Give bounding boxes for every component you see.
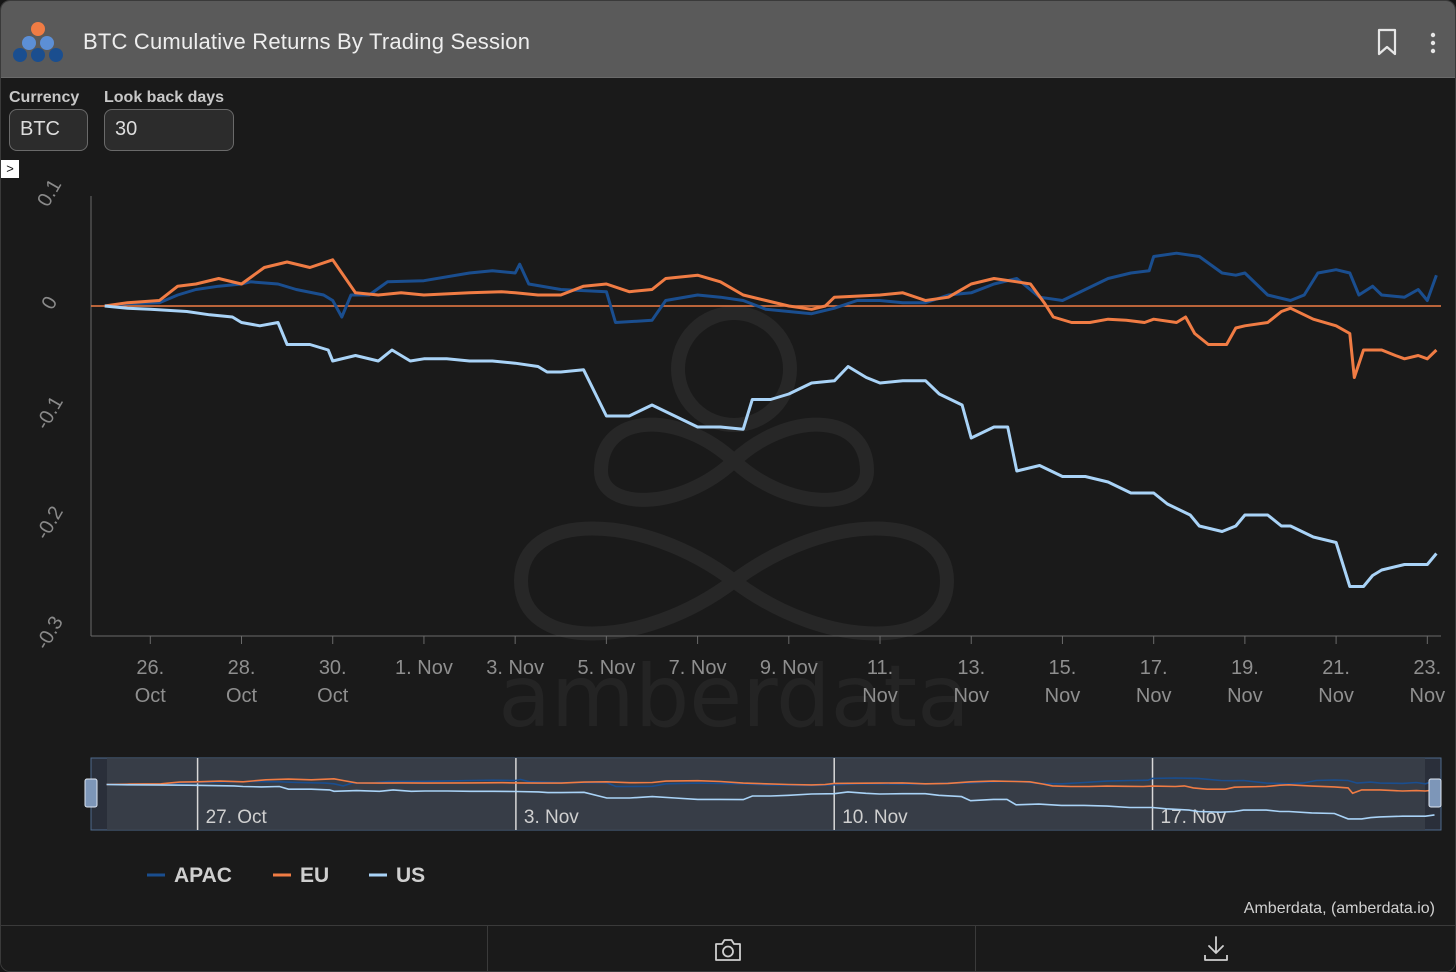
chart-title: BTC Cumulative Returns By Trading Sessio… [83, 29, 531, 54]
expand-panel-button[interactable]: > [1, 160, 19, 178]
legend: APAC EU US [147, 864, 425, 887]
navigator[interactable]: 27. Oct 3. Nov 10. Nov 17. Nov [84, 757, 1442, 831]
camera-icon[interactable] [713, 936, 743, 964]
y-tick-label: -0.3 [32, 613, 68, 654]
currency-select[interactable]: BTC [9, 109, 88, 151]
x-tick-label: 15. [1049, 657, 1077, 679]
legend-label: US [396, 864, 425, 887]
lookback-days-input[interactable]: 30 [104, 109, 234, 151]
x-tick-label: Nov [1227, 685, 1263, 707]
x-tick-label: 11. [867, 657, 893, 679]
x-tick-label: 17. [1140, 657, 1168, 679]
y-tick-label: 0 [37, 293, 62, 314]
series-line-us[interactable] [104, 304, 1438, 588]
x-tick-label: 30. [319, 657, 347, 679]
x-tick-label: 23. [1413, 657, 1441, 679]
navigator-series [106, 777, 1435, 820]
x-tick-label: Oct [135, 685, 167, 707]
navigator-tick-label: 3. Nov [524, 807, 579, 828]
credit-text[interactable]: Amberdata, (amberdata.io) [1243, 900, 1435, 917]
footer-divider [487, 926, 488, 971]
navigator-left-handle[interactable] [84, 778, 98, 808]
navigator-tick-label: 10. Nov [842, 807, 908, 828]
x-tick-label: Nov [1410, 685, 1446, 707]
filter-controls: Currency BTC Look back days 30 [1, 77, 1455, 167]
app-logo-icon [13, 22, 63, 62]
navigator-right-handle[interactable] [1428, 778, 1442, 808]
x-tick-label: Oct [317, 685, 349, 707]
legend-item-apac[interactable]: APAC [147, 864, 232, 887]
legend-item-us[interactable]: US [369, 864, 425, 887]
x-tick-label: 9. Nov [760, 657, 818, 679]
bookmark-icon[interactable] [1373, 27, 1401, 57]
x-tick-label: 19. [1231, 657, 1259, 679]
legend-label: APAC [174, 864, 232, 887]
legend-label: EU [300, 864, 329, 887]
x-tick-label: Nov [953, 685, 989, 707]
main-plot-series [104, 251, 1438, 588]
x-tick-label: 3. Nov [486, 657, 544, 679]
x-tick-label: 21. [1322, 657, 1350, 679]
x-tick-label: Nov [862, 685, 898, 707]
navigator-tick-label: 27. Oct [206, 807, 268, 828]
y-tick-label: -0.2 [32, 503, 68, 544]
y-tick-label: 0.1 [33, 175, 66, 210]
footer-toolbar [1, 925, 1455, 971]
chart: amberdata 0.1 0 -0.1 -0.2 -0.3 26. Oct 28. Oct 30… [32, 175, 1445, 887]
more-vertical-icon[interactable] [1423, 29, 1443, 57]
title-bar: BTC Cumulative Returns By Trading Sessio… [1, 1, 1455, 78]
x-tick-label: Nov [1136, 685, 1172, 707]
watermark: amberdata [498, 306, 970, 747]
x-tick-label: 1. Nov [395, 657, 453, 679]
download-icon[interactable] [1201, 934, 1231, 964]
navigator-line-apac [106, 777, 1435, 788]
main-plot-axes: 0.1 0 -0.1 -0.2 -0.3 26. Oct 28. Oct 30. Oct 1. Nov… [32, 175, 1445, 707]
lookback-label: Look back days [104, 89, 225, 106]
y-tick-label: -0.1 [32, 393, 68, 434]
series-line-apac[interactable] [104, 251, 1438, 324]
footer-divider [975, 926, 976, 971]
x-tick-label: Nov [1318, 685, 1354, 707]
x-tick-label: 26. [136, 657, 164, 679]
series-line-eu[interactable] [104, 258, 1438, 379]
watermark-text: amberdata [498, 647, 970, 747]
x-tick-label: 7. Nov [669, 657, 727, 679]
x-tick-label: 28. [228, 657, 256, 679]
navigator-selection[interactable] [107, 758, 1425, 830]
x-tick-label: 5. Nov [577, 657, 635, 679]
navigator-line-eu [106, 777, 1435, 795]
legend-item-eu[interactable]: EU [273, 864, 329, 887]
currency-label: Currency [9, 89, 80, 106]
navigator-line-us [106, 783, 1435, 820]
x-tick-label: 13. [957, 657, 985, 679]
x-tick-label: Oct [226, 685, 258, 707]
x-tick-label: Nov [1045, 685, 1081, 707]
